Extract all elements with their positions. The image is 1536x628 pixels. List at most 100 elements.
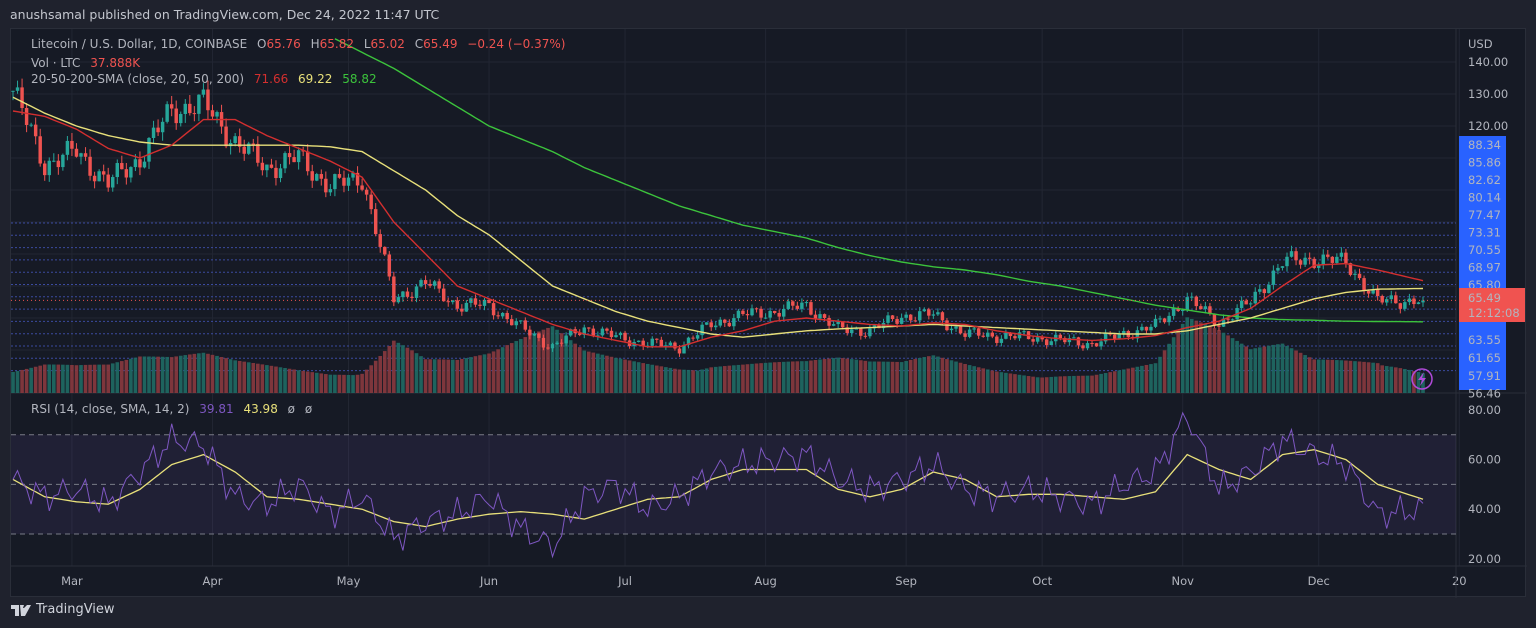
time-axis-label: Jul [617,574,632,588]
volume-bar [863,360,868,393]
candle [745,314,750,316]
candle [1312,258,1316,268]
volume-bar [1362,361,1366,393]
candle [1076,337,1081,346]
volume-bar [455,359,460,393]
volume-bar [405,347,410,393]
volume-bar [1167,343,1171,393]
candle [1289,251,1294,257]
volume-bar [1149,364,1153,393]
volume-label[interactable]: Vol · LTC [31,56,81,70]
volume-bar [392,340,396,393]
volume-bar [1189,318,1194,393]
tradingview-logo[interactable]: TradingView [10,602,115,617]
candle [482,299,487,306]
candle [392,276,396,303]
volume-bar [1035,377,1040,393]
candle [1271,270,1276,285]
candle [1412,298,1416,305]
level-label: 61.65 [1468,351,1501,365]
candle [822,314,827,318]
candle [550,344,555,349]
candle [419,280,423,287]
volume-bar [691,370,695,393]
candle [596,335,600,337]
volume-bar [24,368,29,393]
volume-bar [491,351,496,393]
volume-bar [1307,357,1312,393]
candle [718,319,722,326]
candle [269,164,274,168]
volume-bar [364,369,369,393]
volume-bar [11,372,15,393]
volume-bar [573,343,577,393]
candle [1389,295,1393,300]
volume-bar [42,364,47,393]
volume-bar [722,366,727,393]
candle [845,327,849,334]
candle [278,168,283,179]
volume-bar [410,350,414,393]
volume-bar [1135,366,1140,393]
volume-bar [795,361,800,393]
volume-bar [1339,360,1344,393]
candle [523,320,528,330]
volume-bar [1357,361,1362,393]
candle [786,301,790,309]
candle [179,113,183,124]
candle [714,325,718,328]
candle [537,333,541,338]
candle [591,328,596,337]
candle [373,209,378,235]
volume-bar [33,366,38,393]
sma-label[interactable]: 20-50-200-SMA (close, 20, 50, 200) [31,72,245,86]
volume-bar [641,363,646,393]
candle [1031,339,1035,342]
candle [396,297,401,303]
volume-bar [568,340,573,393]
volume-bar [314,372,319,393]
volume-bar [881,361,886,393]
candle [913,320,917,322]
price-tick: 130.00 [1468,87,1508,101]
candle [800,302,804,309]
volume-bar [618,358,623,393]
candle [251,143,256,145]
volume-bar [963,363,967,393]
volume-bar [945,359,949,393]
candle [1267,284,1271,294]
candle [491,303,496,316]
volume-bar [922,357,927,393]
volume-bar [296,370,301,393]
candle [986,332,990,337]
candle [1353,273,1357,275]
volume-bar [387,345,392,393]
candle [981,335,985,337]
volume-bar [133,357,138,393]
candle [577,333,582,335]
candle [29,124,33,126]
candle [777,312,781,317]
sma200-value: 58.82 [342,72,377,86]
volume-bar [509,343,514,393]
volume-bar [1412,370,1416,393]
candle [1190,296,1194,298]
candle [559,342,564,344]
chart-frame[interactable]: Mar Apr May Jun Jul Aug Sep Oct Nov Dec 20 USD 140.0… [10,28,1527,598]
volume-bar [51,364,56,393]
volume-bar [1072,375,1076,393]
volume-bar [138,356,142,393]
rsi-label[interactable]: RSI (14, close, SMA, 14, 2) [31,402,190,416]
chart-canvas[interactable]: Mar Apr May Jun Jul Aug Sep Oct Nov Dec 20 USD 140.0… [11,29,1527,598]
rsi-tick: 20.00 [1468,552,1501,566]
candle [423,280,428,284]
candle [886,315,890,323]
level-labels-box [1459,136,1506,390]
symbol-title[interactable]: Litecoin / U.S. Dollar, 1D, COINBASE [31,37,248,51]
volume-bar [713,366,718,393]
volume-bar [419,356,423,393]
volume-bar [768,362,772,393]
candle [899,317,904,324]
volume-bar [686,369,691,393]
candle [999,338,1004,343]
